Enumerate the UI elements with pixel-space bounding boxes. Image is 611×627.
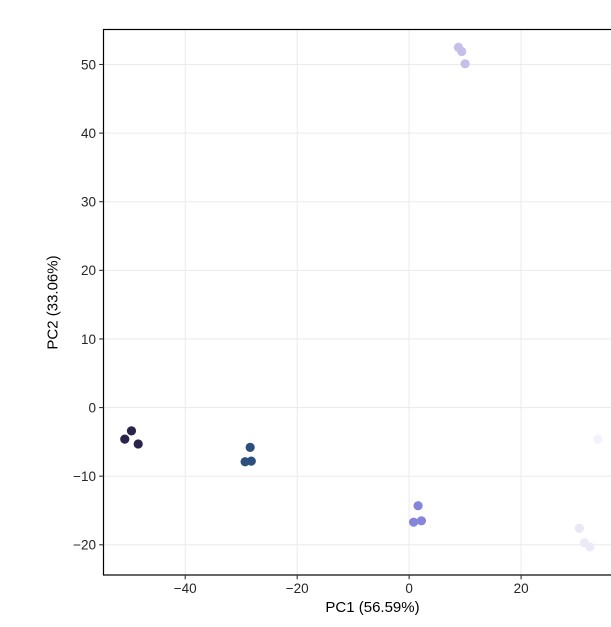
- data-point: [457, 47, 466, 56]
- x-tick-label: −40: [174, 581, 197, 596]
- data-point: [120, 435, 129, 444]
- data-point: [134, 439, 143, 448]
- data-point: [409, 518, 418, 527]
- y-tick-label: 50: [81, 57, 96, 72]
- y-axis-title: PC2 (33.06%): [45, 255, 62, 349]
- data-point: [593, 435, 602, 444]
- data-point: [575, 524, 584, 533]
- x-axis-title: PC1 (56.59%): [103, 599, 611, 616]
- y-axis-title-wrapper: PC2 (33.06%): [40, 29, 66, 575]
- y-tick-label: −10: [73, 469, 96, 484]
- x-tick-label: −20: [286, 581, 309, 596]
- y-tick-label: 30: [81, 195, 96, 210]
- data-point: [417, 516, 426, 525]
- y-tick-label: 40: [81, 126, 96, 141]
- x-tick-label: 20: [514, 581, 529, 596]
- plot-panel: [104, 30, 611, 576]
- y-tick-label: 0: [88, 400, 96, 415]
- data-point: [585, 542, 594, 551]
- x-tick-label: 0: [405, 581, 413, 596]
- y-tick-label: 10: [81, 332, 96, 347]
- data-point: [247, 456, 256, 465]
- data-point: [127, 426, 136, 435]
- data-point: [461, 59, 470, 68]
- data-point: [413, 501, 422, 510]
- y-tick-label: −20: [73, 538, 96, 553]
- y-tick-label: 20: [81, 263, 96, 278]
- data-point: [246, 443, 255, 452]
